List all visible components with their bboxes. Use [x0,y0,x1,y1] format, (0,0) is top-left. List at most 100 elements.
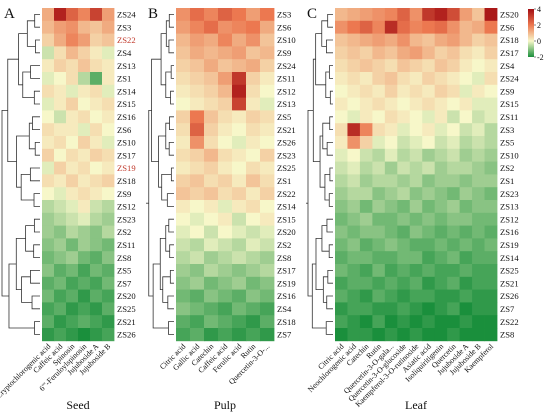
heatmap-cell [218,123,233,137]
heatmap-cell [232,72,247,86]
heatmap-cell [260,161,275,175]
row-label-zs6: ZS6 [500,22,515,32]
heatmap-cell [372,212,386,226]
heatmap-cell [54,161,67,175]
heatmap-cell [447,20,461,34]
heatmap-cell [434,136,448,150]
heatmap-cell [472,46,485,60]
heatmap-cell [484,97,498,111]
heatmap-cell [232,8,247,22]
heatmap-cell [384,123,398,137]
heatmap-cell [260,264,275,278]
heatmap-cell [372,264,386,278]
heatmap-cell [359,84,373,98]
heatmap-cell [260,123,275,137]
heatmap-cell [232,110,247,124]
heatmap-cell [42,59,55,73]
heatmap-cell [372,238,386,252]
heatmap-cell [459,200,473,214]
heatmap-cell [422,302,436,316]
heatmap-cell [434,264,448,278]
heatmap-cell [409,33,423,47]
heatmap-cell [204,212,219,226]
heatmap-cell [422,289,436,303]
heatmap-cell [42,315,55,329]
heatmap-cell [484,225,498,239]
heatmap-cell [384,97,398,111]
heatmap-cell [66,302,79,316]
heatmap-cell [347,97,361,111]
heatmap-cell [434,72,448,86]
heatmap-cell [246,123,261,137]
heatmap-cell [409,174,423,188]
heatmap-cell [102,238,115,252]
heatmap-cell [176,97,191,111]
row-label-zs19: ZS19 [500,240,519,250]
heatmap-cell [42,251,55,265]
heatmap-cell [484,264,498,278]
heatmap-cell [260,225,275,239]
heatmap-cell [459,276,473,290]
heatmap-cell [204,97,219,111]
dendrogram-link-2-15 [322,122,330,150]
heatmap-cell [260,97,275,111]
heatmap-cell [397,315,411,329]
panel-xlabel: Seed [66,398,89,412]
heatmap-cell [359,161,373,175]
heatmap-cell [372,148,386,162]
heatmap-cell [66,276,79,290]
heatmap-panel-A: A ZS24 ZS3 ZS22 ZS4 ZS13 ZS1 ZS14 ZS15 ZS16 ZS6 ZS1… [0,6,136,412]
heatmap-cell [260,187,275,201]
heatmap-cell [42,136,55,150]
heatmap-cell [190,174,205,188]
heatmap-cell [190,328,205,342]
heatmap-cell [54,174,67,188]
row-label-zs24: ZS24 [277,61,296,71]
row-label-zs2: ZS2 [277,240,291,250]
heatmap-cell [422,200,436,214]
row-label-zs4: ZS4 [277,304,292,314]
heatmap-cell [232,225,247,239]
heatmap-cell [447,264,461,278]
heatmap-cell [434,97,448,111]
dendrogram-link-1-8 [168,218,174,233]
row-label-zs8: ZS8 [117,253,131,263]
heatmap-cell [347,264,361,278]
heatmap-cell [260,136,275,150]
heatmap-cell [384,225,398,239]
heatmap-cell [335,315,348,329]
heatmap-cell [90,187,103,201]
heatmap-cell [90,72,103,86]
heatmap-cell [347,328,361,342]
heatmap-cell [54,225,67,239]
heatmap-cell [190,302,205,316]
heatmap-cell [422,8,436,22]
heatmap-cell [422,110,436,124]
heatmap-cell [409,315,423,329]
heatmap-cell [372,20,386,34]
heatmap-cell [372,200,386,214]
heatmap-cell [204,161,219,175]
heatmap-cell [384,33,398,47]
heatmap-cell [347,110,361,124]
row-label-zs13: ZS13 [500,202,519,212]
heatmap-cell [232,174,247,188]
heatmap-cell [422,59,436,73]
heatmap-cell [397,20,411,34]
heatmap-cell [78,8,91,22]
heatmap-cell [372,328,386,342]
heatmap-cell [347,148,361,162]
heatmap-cell [42,289,55,303]
heatmap-cell [102,276,115,290]
heatmap-cell [102,174,115,188]
heatmap-cell [90,123,103,137]
heatmap-cell [260,200,275,214]
heatmap-cell [397,72,411,86]
dendrogram-link-2-23 [311,263,327,329]
heatmap-cell [246,97,261,111]
dendrogram-link-2-8 [326,218,333,233]
row-label-zs18: ZS18 [277,317,296,327]
heatmap-cell [176,136,191,150]
heatmap-cell [246,20,261,34]
heatmap-cell [397,97,411,111]
